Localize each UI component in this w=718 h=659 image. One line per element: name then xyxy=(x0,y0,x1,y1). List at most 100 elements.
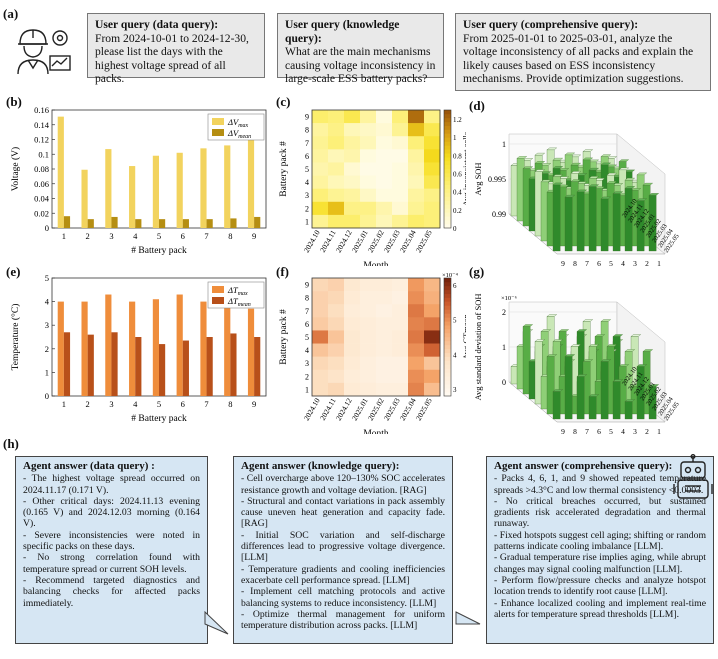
z-axis-label: Avg standard deviation of SOH xyxy=(473,293,483,400)
colorbar-segment xyxy=(444,325,451,330)
colorbar-segment xyxy=(444,121,451,127)
heatmap-cell xyxy=(360,214,377,229)
colorbar-segment xyxy=(444,301,451,306)
bar-3d-top xyxy=(576,374,588,377)
bar-3d-top xyxy=(588,394,600,397)
x-tick-label: 9 xyxy=(252,399,256,409)
bar-3d-top xyxy=(588,184,600,187)
heatmap-cell xyxy=(360,175,377,189)
bar xyxy=(176,152,183,228)
colorbar-segment xyxy=(444,285,451,291)
answer-item: - No critical breaches occurred, but sus… xyxy=(494,495,706,530)
heatmap-cell xyxy=(408,382,425,397)
heatmap-cell xyxy=(312,304,329,318)
engineer-user-icon xyxy=(17,29,71,75)
bar-3d-top xyxy=(534,169,546,172)
bar xyxy=(247,132,255,228)
bar-3d-top xyxy=(522,166,534,169)
heatmap-cell xyxy=(344,356,361,371)
x-tick-label: 1 xyxy=(657,259,661,266)
colorbar-segment xyxy=(444,344,451,350)
bar-3d-top xyxy=(552,157,564,161)
bar xyxy=(182,219,189,228)
heatmap-cell xyxy=(392,188,409,203)
x-axis-label: # Battery pack xyxy=(131,246,187,256)
bar-3d-top xyxy=(606,344,618,347)
heatmap-cell xyxy=(424,123,441,137)
x-tick-label: 7 xyxy=(204,231,208,241)
y-tick-label: 8 xyxy=(305,126,309,135)
ctmean-heatmap: 9876543212024.102024.112024.122025.01202… xyxy=(279,272,466,434)
colorbar-tick-label: 0.4 xyxy=(453,189,462,197)
bar-3d-top xyxy=(534,339,546,342)
bar xyxy=(111,332,118,396)
answer-item: - No strong correlation found with tempe… xyxy=(23,552,200,575)
bar-3d-top xyxy=(558,184,570,187)
heatmap-cell xyxy=(360,149,377,163)
heatmap-cell xyxy=(424,188,441,203)
colorbar-exponent: ×10⁻⁴ xyxy=(442,272,459,279)
heatmap-cell xyxy=(424,343,441,357)
bar xyxy=(135,337,142,396)
x-tick-label: 1 xyxy=(62,399,66,409)
heatmap-cell xyxy=(392,214,409,229)
heatmap-cell xyxy=(344,110,361,124)
bar-3d-top xyxy=(606,172,618,176)
bar-3d-top xyxy=(600,154,612,157)
bar-3d-top xyxy=(630,188,642,191)
bar xyxy=(247,308,255,396)
colorbar-segment xyxy=(444,384,451,389)
bar-3d-top xyxy=(624,177,636,181)
bar-3d-top xyxy=(582,319,594,322)
x-tick-label: 5 xyxy=(157,399,161,409)
bar xyxy=(81,301,88,396)
answer-item: - Packs 4, 6, 1, and 9 showed repeated t… xyxy=(494,473,706,496)
bar-3d-top xyxy=(534,152,546,156)
heatmap-cell xyxy=(312,110,329,124)
x-tick-label: 4 xyxy=(621,259,625,266)
z-tick-label: 0.99 xyxy=(492,210,506,219)
bar-3d-top xyxy=(576,181,588,184)
y-tick-label: 0 xyxy=(45,223,49,233)
bar-3d-top xyxy=(582,149,594,152)
colorbar-segment xyxy=(444,293,451,298)
bar-3d-top xyxy=(576,329,588,332)
knowledge-answer-box: Agent answer (knowledge query): - Cell o… xyxy=(233,456,453,644)
bar-3d-top xyxy=(600,162,612,165)
x-tick-label: 5 xyxy=(609,259,613,266)
heatmap-cell xyxy=(392,317,409,331)
x-tick-label: 2 xyxy=(645,259,649,266)
y-tick-label: 6 xyxy=(305,152,309,161)
panel-label-h: (h) xyxy=(3,436,19,451)
colorbar-segment xyxy=(444,208,451,213)
heatmap-cell xyxy=(376,175,393,189)
bar-3d-top xyxy=(576,173,588,176)
x-tick-label: 3 xyxy=(109,231,113,241)
heatmap-cell xyxy=(376,278,393,292)
bar-3d-top xyxy=(564,152,576,155)
colorbar-segment xyxy=(444,376,451,381)
heatmap-cell xyxy=(376,304,393,318)
heatmap-cell xyxy=(408,304,425,318)
bar-3d-top xyxy=(576,189,588,192)
colorbar-segment xyxy=(444,153,451,158)
bar-3d-top xyxy=(630,334,642,337)
heatmap-cell xyxy=(376,162,393,176)
colorbar-segment xyxy=(444,297,451,302)
y-tick-label: 3 xyxy=(305,191,309,200)
y-tick-label: 8 xyxy=(305,294,309,303)
colorbar-segment xyxy=(444,372,451,377)
bar-3d-top xyxy=(618,159,630,162)
colorbar-tick-label: 5 xyxy=(453,317,457,325)
legend-label: ΔVmean xyxy=(227,128,251,140)
colorbar-segment xyxy=(444,149,451,154)
x-tick-label: 4 xyxy=(133,231,138,241)
x-tick-label: 8 xyxy=(228,399,232,409)
y-tick-label: 9 xyxy=(305,113,309,122)
heatmap-cell xyxy=(344,162,361,176)
heatmap-cell xyxy=(328,304,345,318)
y-tick-label: 6 xyxy=(305,320,309,329)
colorbar-frame xyxy=(443,109,452,229)
bar xyxy=(87,219,94,228)
heatmap-cell xyxy=(312,123,329,137)
